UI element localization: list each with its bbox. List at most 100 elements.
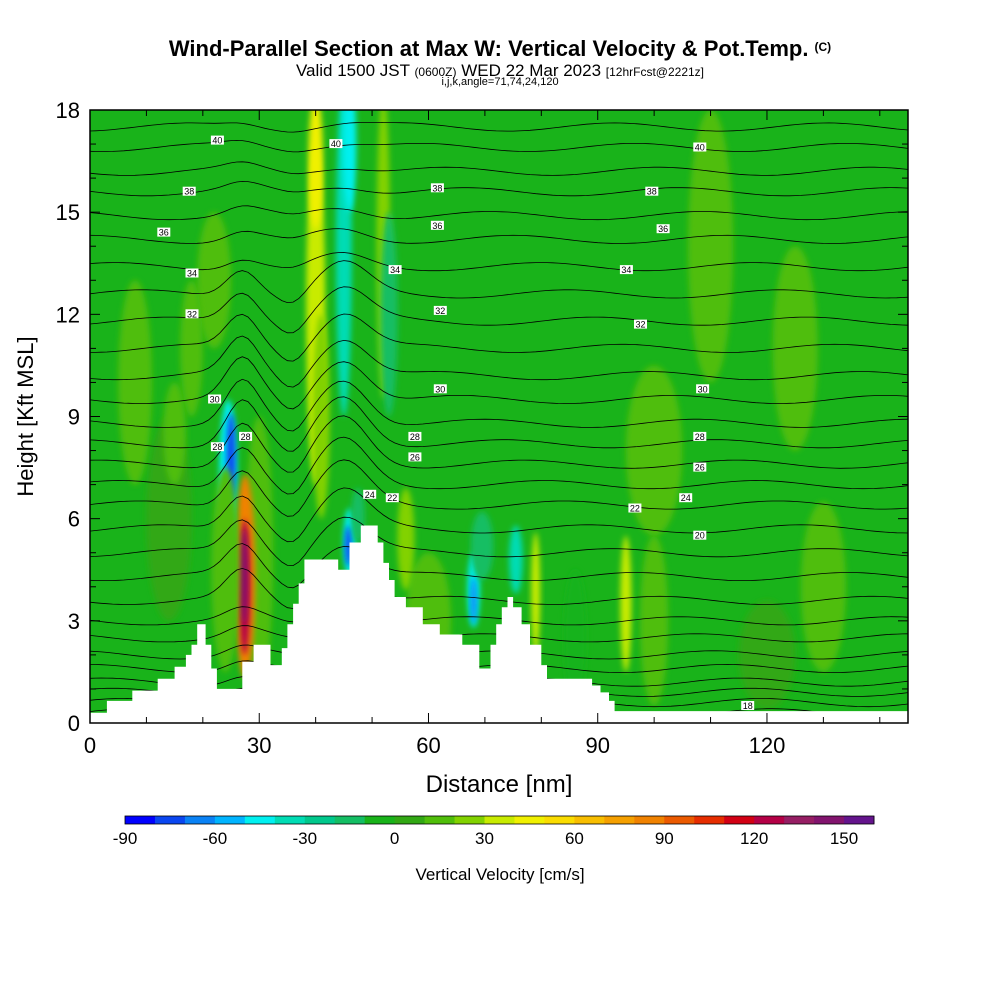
velocity-cell xyxy=(312,314,330,519)
terrain xyxy=(90,525,908,723)
colorbar-swatch xyxy=(274,816,306,824)
contour-label-bg xyxy=(693,462,707,472)
contour-label-text: 34 xyxy=(390,265,400,275)
contour-label-text: 32 xyxy=(435,306,445,316)
theta-contour xyxy=(90,543,908,589)
contour-label-text: 40 xyxy=(695,143,705,153)
contour-label-bg xyxy=(388,265,402,275)
contour-label-bg xyxy=(696,384,710,394)
contour-label: 28 xyxy=(210,442,224,452)
velocity-cell xyxy=(772,246,818,451)
contour-label: 36 xyxy=(430,220,444,231)
contour-label-bg xyxy=(185,268,199,278)
contour-label: 30 xyxy=(208,394,222,405)
theta-contour xyxy=(90,228,908,244)
contour-label-text: 30 xyxy=(698,384,708,394)
colorbar-swatch xyxy=(574,816,605,824)
contour-label: 34 xyxy=(619,265,633,275)
colorbar-swatch xyxy=(454,816,486,824)
y-tick-label: 18 xyxy=(56,98,80,123)
contour-label-text: 30 xyxy=(435,384,445,394)
y-tick-label: 9 xyxy=(68,405,80,430)
contour-label-bg xyxy=(408,431,422,441)
contour-label: 32 xyxy=(634,319,647,330)
contour-label-bg xyxy=(430,183,444,193)
colorbar-swatch xyxy=(394,816,426,824)
theta-contour xyxy=(90,459,908,517)
valid-date: WED 22 Mar 2023 xyxy=(461,61,602,80)
theta-contour xyxy=(90,313,908,362)
y-tick-label: 12 xyxy=(56,302,80,327)
contour-labels: 40 40 40 38 38 38 36 36 36 34 34 34 32 32 32 30 30 30 28 28… xyxy=(157,135,755,711)
contour-label-bg xyxy=(329,139,343,149)
x-tick-label: 30 xyxy=(247,733,271,758)
colorbar-swatch xyxy=(634,816,665,824)
chart-subtitle: Valid 1500 JST (0600Z) WED 22 Mar 2023 [… xyxy=(0,61,1000,81)
valid-time: Valid 1500 JST xyxy=(295,61,410,80)
contour-label-bg xyxy=(363,489,377,499)
contour-label-bg xyxy=(693,530,707,540)
theta-contour xyxy=(90,356,908,410)
contour-label: 28 xyxy=(693,431,707,442)
contour-label-bg xyxy=(619,265,633,275)
contour-label-bg xyxy=(693,142,707,152)
velocity-field xyxy=(118,110,847,710)
colorbar-swatch xyxy=(844,816,875,824)
forecast-info: [12hrFcst@2221z] xyxy=(605,65,705,79)
velocity-cell xyxy=(397,487,415,591)
x-tick-label: 60 xyxy=(416,733,440,758)
theta-contour xyxy=(90,396,908,452)
contour-label-text: 34 xyxy=(621,265,631,275)
theta-contour xyxy=(90,161,908,176)
contour-label: 32 xyxy=(185,309,199,319)
contour-label-text: 28 xyxy=(241,432,251,442)
contour-label: 38 xyxy=(430,183,444,193)
contour-label-bg xyxy=(433,305,447,315)
contour-label-text: 36 xyxy=(159,228,169,238)
contour-label-text: 22 xyxy=(387,493,397,503)
colorbar: -90 -60 -30 0 30 60 90 120 150 xyxy=(113,815,875,848)
x-tick-label: 120 xyxy=(749,733,786,758)
x-tick-label: 0 xyxy=(84,733,96,758)
contour-label-bg xyxy=(210,135,224,145)
colorbar-tick-label: 30 xyxy=(475,829,494,848)
colorbar-tick-label: 60 xyxy=(565,829,584,848)
contour-label-bg xyxy=(679,493,693,503)
colorbar-swatch xyxy=(334,816,366,824)
utc-time: (0600Z) xyxy=(414,65,457,79)
colorbar-label: Vertical Velocity [cm/s] xyxy=(415,865,584,884)
contour-label-text: 38 xyxy=(432,183,442,193)
contour-label-bg xyxy=(182,186,196,196)
colorbar-swatch xyxy=(514,816,545,824)
contour-label-text: 30 xyxy=(210,395,220,405)
velocity-cell xyxy=(240,528,248,625)
theta-contour xyxy=(90,378,908,432)
y-tick-label: 6 xyxy=(68,507,80,532)
contour-label-text: 32 xyxy=(187,309,197,319)
contour-label-text: 36 xyxy=(432,221,442,231)
theta-contour xyxy=(90,139,908,153)
contour-label-text: 32 xyxy=(635,320,645,330)
contour-label-text: 40 xyxy=(331,139,341,149)
velocity-cell xyxy=(531,532,541,655)
colorbar-tick-label: 150 xyxy=(830,829,858,848)
colorbar-swatch xyxy=(244,816,276,824)
colorbar-tick-label: 90 xyxy=(655,829,674,848)
colorbar-swatch xyxy=(754,816,785,824)
colorbar-tick-label: 0 xyxy=(390,829,399,848)
theta-contour xyxy=(90,436,908,495)
contour-label: 38 xyxy=(645,186,659,197)
x-tick-label: 90 xyxy=(585,733,609,758)
contour-label: 18 xyxy=(741,701,755,711)
contour-label-text: 26 xyxy=(410,452,420,462)
velocity-cell xyxy=(380,212,398,417)
contour-label: 40 xyxy=(210,135,224,146)
contour-label: 24 xyxy=(679,493,693,503)
contour-label-bg xyxy=(185,309,199,319)
contour-label: 20 xyxy=(693,530,707,541)
velocity-cell xyxy=(163,382,186,485)
contour-label: 38 xyxy=(182,186,196,197)
contour-label-bg xyxy=(430,220,444,230)
colorbar-border xyxy=(124,815,875,825)
